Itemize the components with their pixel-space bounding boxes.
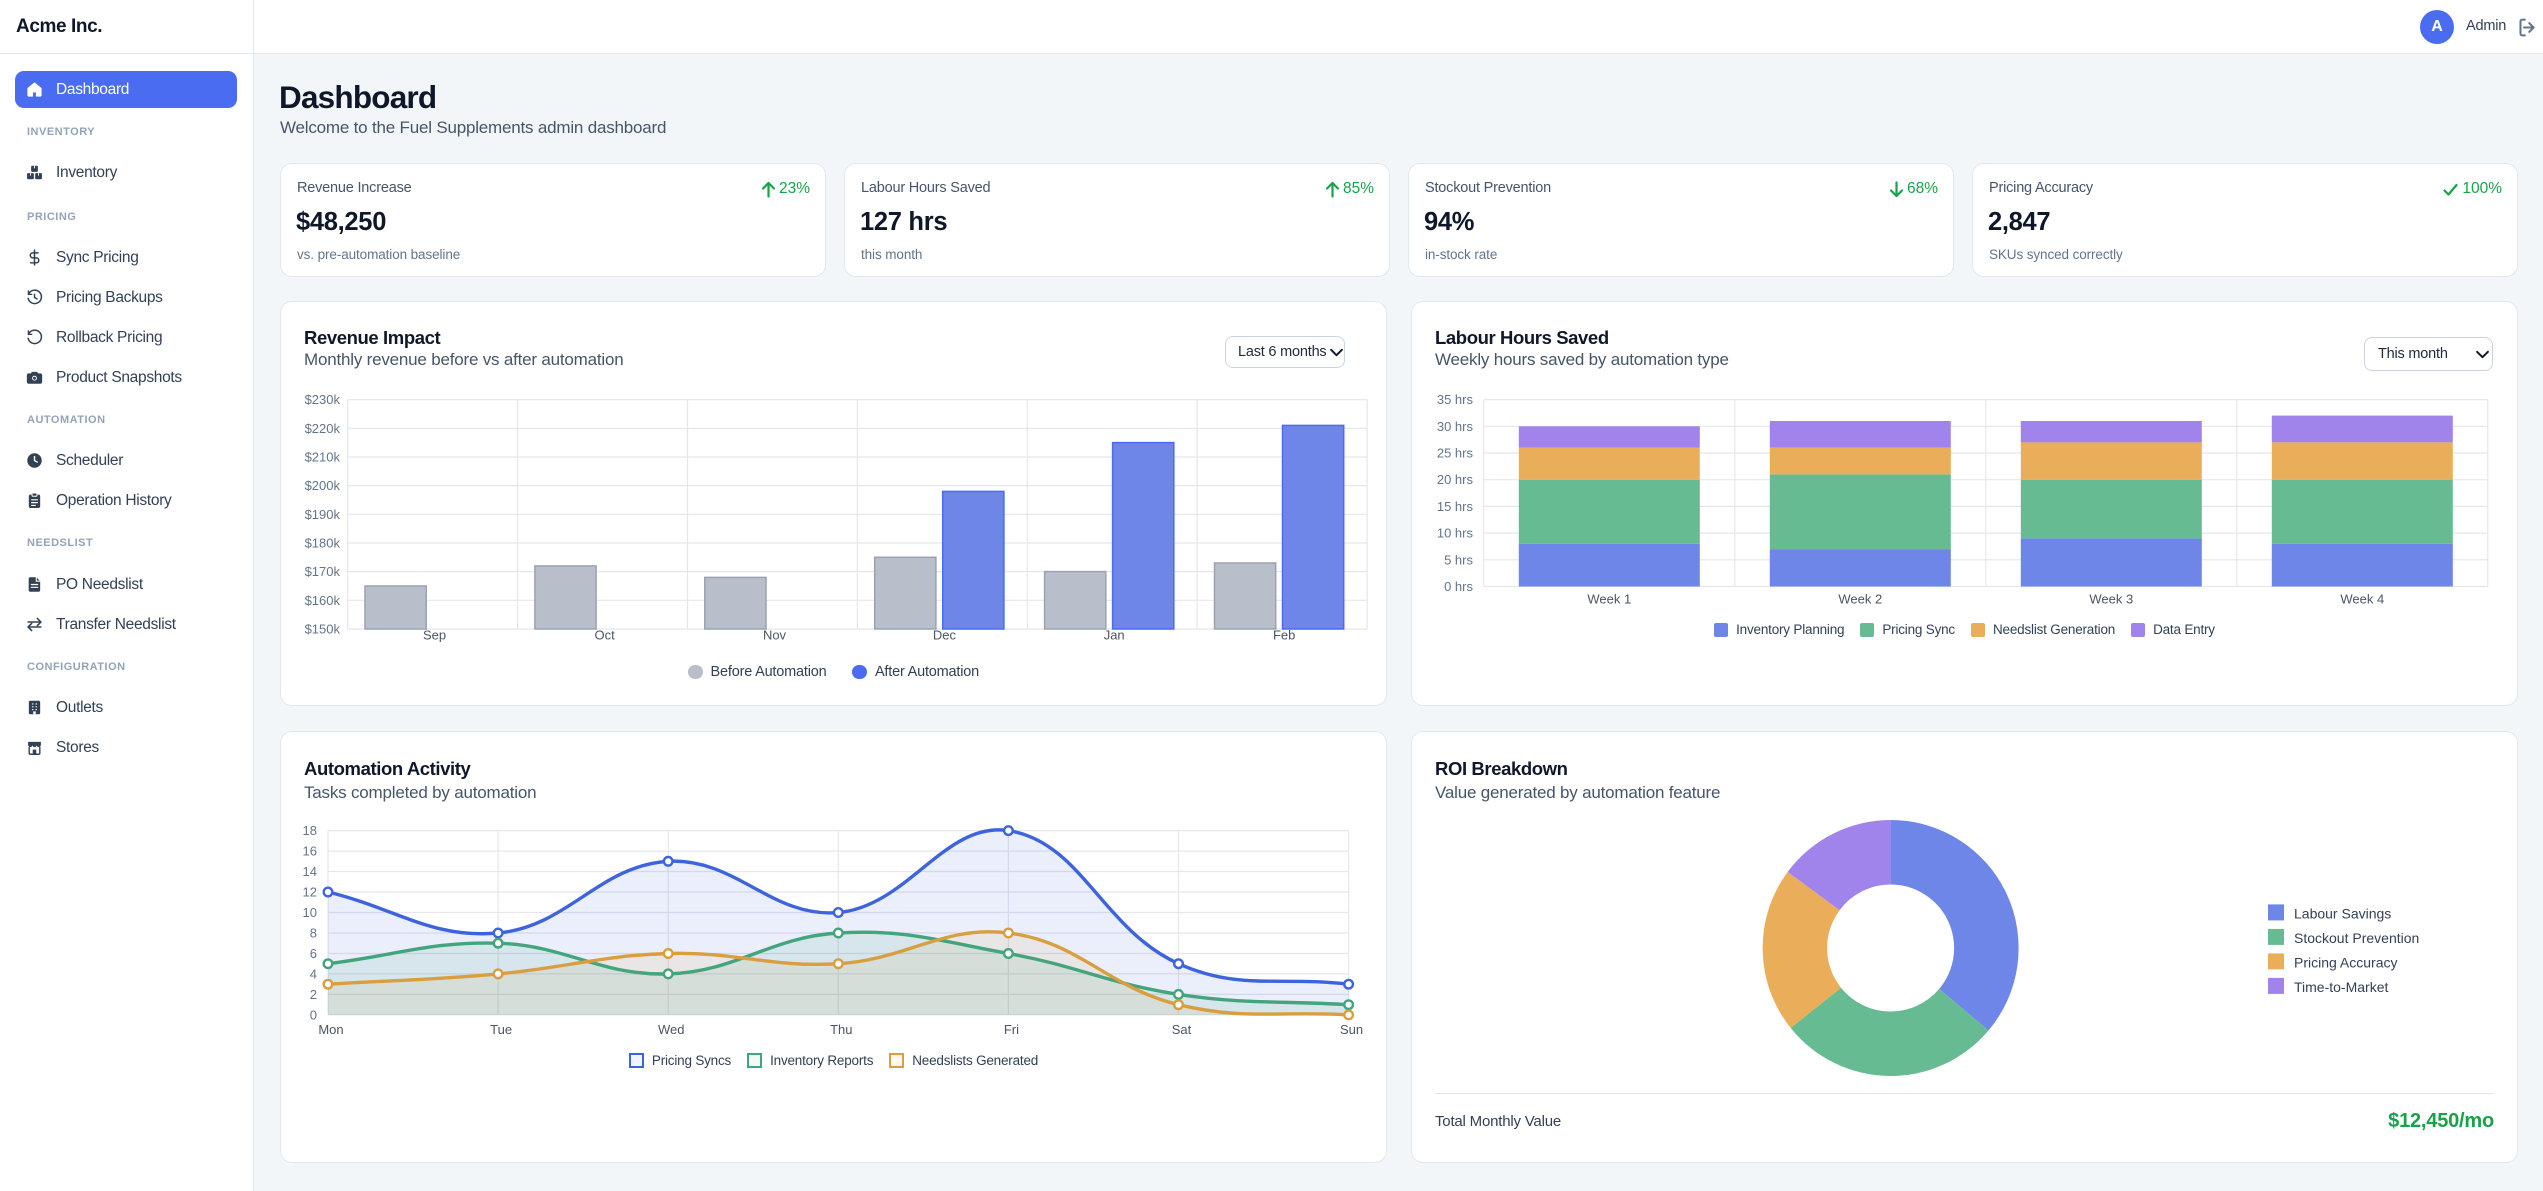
svg-text:2: 2 — [310, 987, 317, 1002]
svg-text:5 hrs: 5 hrs — [1444, 552, 1473, 567]
svg-text:Wed: Wed — [658, 1022, 685, 1037]
svg-text:Fri: Fri — [1004, 1022, 1019, 1037]
svg-text:Feb: Feb — [1273, 628, 1295, 643]
svg-text:Time-to-Market: Time-to-Market — [2294, 979, 2388, 995]
svg-text:0: 0 — [310, 1007, 317, 1022]
svg-text:$200k: $200k — [305, 478, 341, 493]
svg-text:Dec: Dec — [933, 628, 957, 643]
svg-text:10: 10 — [303, 905, 317, 920]
svg-text:15 hrs: 15 hrs — [1437, 499, 1474, 514]
svg-text:30 hrs: 30 hrs — [1437, 419, 1474, 434]
svg-text:8: 8 — [310, 926, 317, 941]
svg-text:$230k: $230k — [305, 392, 341, 407]
svg-text:6: 6 — [310, 946, 317, 961]
svg-text:Week 1: Week 1 — [1587, 592, 1631, 607]
svg-text:20 hrs: 20 hrs — [1437, 472, 1474, 487]
svg-text:35 hrs: 35 hrs — [1437, 392, 1474, 407]
svg-text:4: 4 — [310, 966, 317, 981]
svg-text:14: 14 — [303, 864, 317, 879]
svg-text:Sun: Sun — [1340, 1022, 1363, 1037]
svg-text:Tue: Tue — [490, 1022, 512, 1037]
svg-text:Thu: Thu — [830, 1022, 852, 1037]
svg-text:Nov: Nov — [763, 628, 787, 643]
svg-text:$210k: $210k — [305, 450, 341, 465]
svg-text:Labour Savings: Labour Savings — [2294, 905, 2391, 921]
svg-text:$220k: $220k — [305, 421, 341, 436]
svg-text:Week 4: Week 4 — [2340, 592, 2384, 607]
svg-text:Oct: Oct — [594, 628, 615, 643]
svg-text:Jan: Jan — [1104, 628, 1125, 643]
svg-text:$150k: $150k — [305, 622, 341, 637]
svg-text:Week 2: Week 2 — [1838, 592, 1882, 607]
svg-text:Stockout Prevention: Stockout Prevention — [2294, 930, 2419, 946]
svg-text:$180k: $180k — [305, 536, 341, 551]
svg-text:Pricing Accuracy: Pricing Accuracy — [2294, 954, 2397, 970]
svg-text:0 hrs: 0 hrs — [1444, 579, 1473, 594]
svg-text:10 hrs: 10 hrs — [1437, 526, 1474, 541]
svg-text:12: 12 — [303, 885, 317, 900]
svg-text:$160k: $160k — [305, 593, 341, 608]
svg-text:$190k: $190k — [305, 507, 341, 522]
svg-text:25 hrs: 25 hrs — [1437, 446, 1474, 461]
svg-text:Sat: Sat — [1172, 1022, 1192, 1037]
svg-text:Sep: Sep — [423, 628, 446, 643]
svg-text:Mon: Mon — [318, 1022, 343, 1037]
svg-text:Week 3: Week 3 — [2089, 592, 2133, 607]
svg-text:18: 18 — [303, 823, 317, 838]
svg-text:16: 16 — [303, 844, 317, 859]
svg-text:$170k: $170k — [305, 564, 341, 579]
